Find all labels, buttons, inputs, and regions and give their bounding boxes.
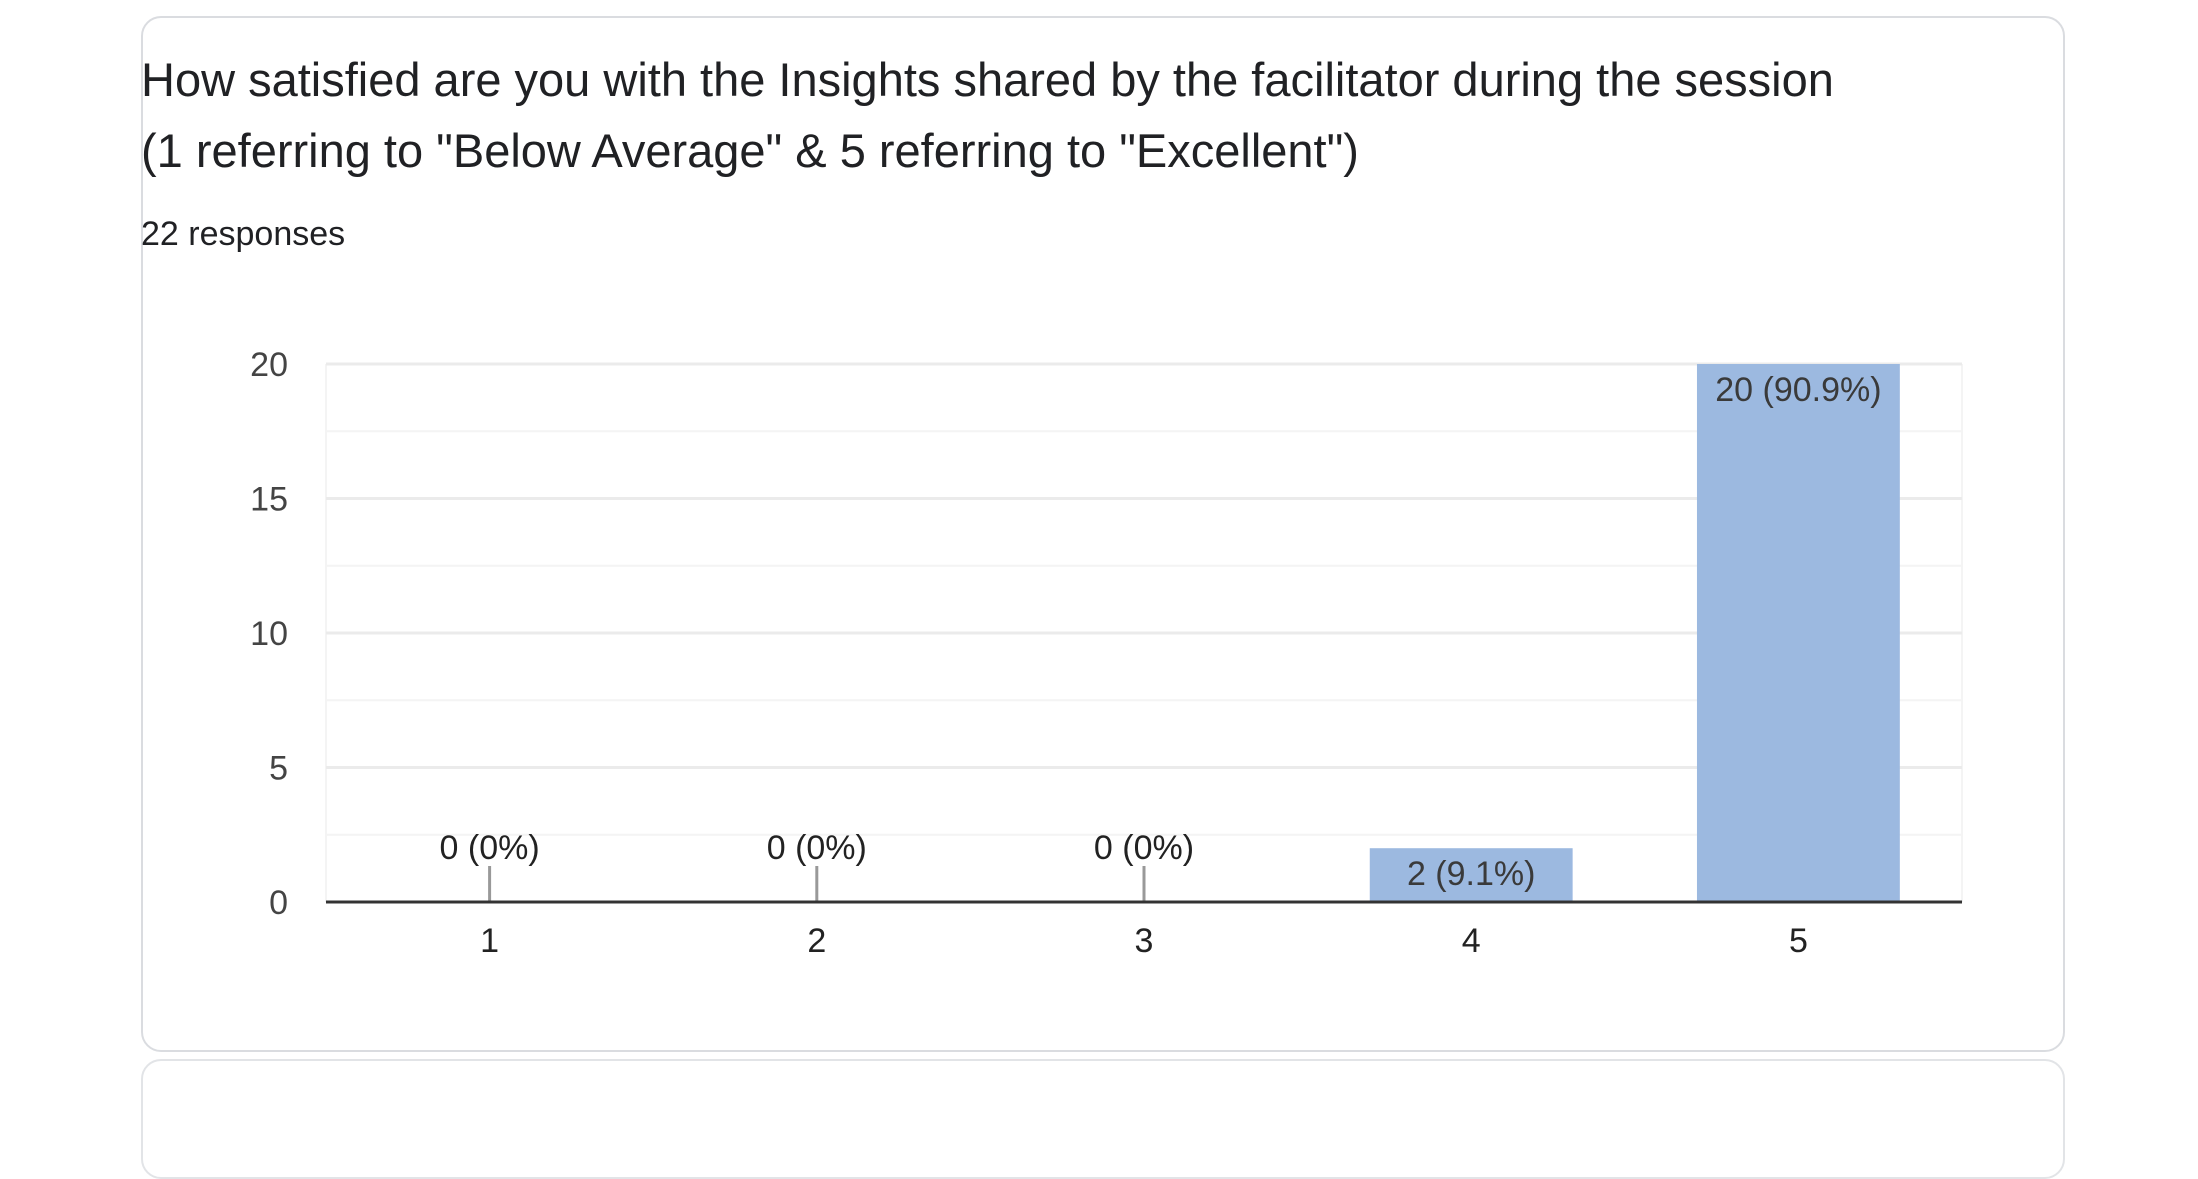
gridlines <box>325 362 1963 902</box>
question-title: How satisfied are you with the Insights … <box>141 53 1834 177</box>
response-count: 22 responses <box>141 215 346 253</box>
x-tick-label: 3 <box>1135 922 1154 960</box>
y-tick-label: 5 <box>269 750 288 788</box>
y-tick-label: 20 <box>250 346 288 384</box>
bar-5 <box>1696 364 1900 902</box>
y-tick-label: 10 <box>250 615 288 653</box>
data-label: 20 (90.9%) <box>1715 371 1881 409</box>
x-tick-label: 5 <box>1789 922 1808 960</box>
data-label: 0 (0%) <box>1094 829 1194 867</box>
bar-chart: 0 5 10 15 20 0 (0%) 1 0 (0%) 2 0 (0%) 3 2 (9.1%) 4 20… <box>250 346 1963 960</box>
data-label: 0 (0%) <box>767 829 867 867</box>
data-label: 2 (9.1%) <box>1407 855 1536 893</box>
data-label: 0 (0%) <box>440 829 540 867</box>
x-tick-label: 2 <box>807 922 826 960</box>
labels: 0 5 10 15 20 0 (0%) 1 0 (0%) 2 0 (0%) 3 2 (9.1%) 4 20… <box>250 346 1881 960</box>
bars <box>488 364 1900 902</box>
x-tick-label: 4 <box>1462 922 1481 960</box>
bar-4 <box>1369 848 1573 902</box>
x-tick-label: 1 <box>480 922 499 960</box>
y-tick-label: 0 <box>269 884 288 922</box>
y-tick-label: 15 <box>250 481 288 519</box>
